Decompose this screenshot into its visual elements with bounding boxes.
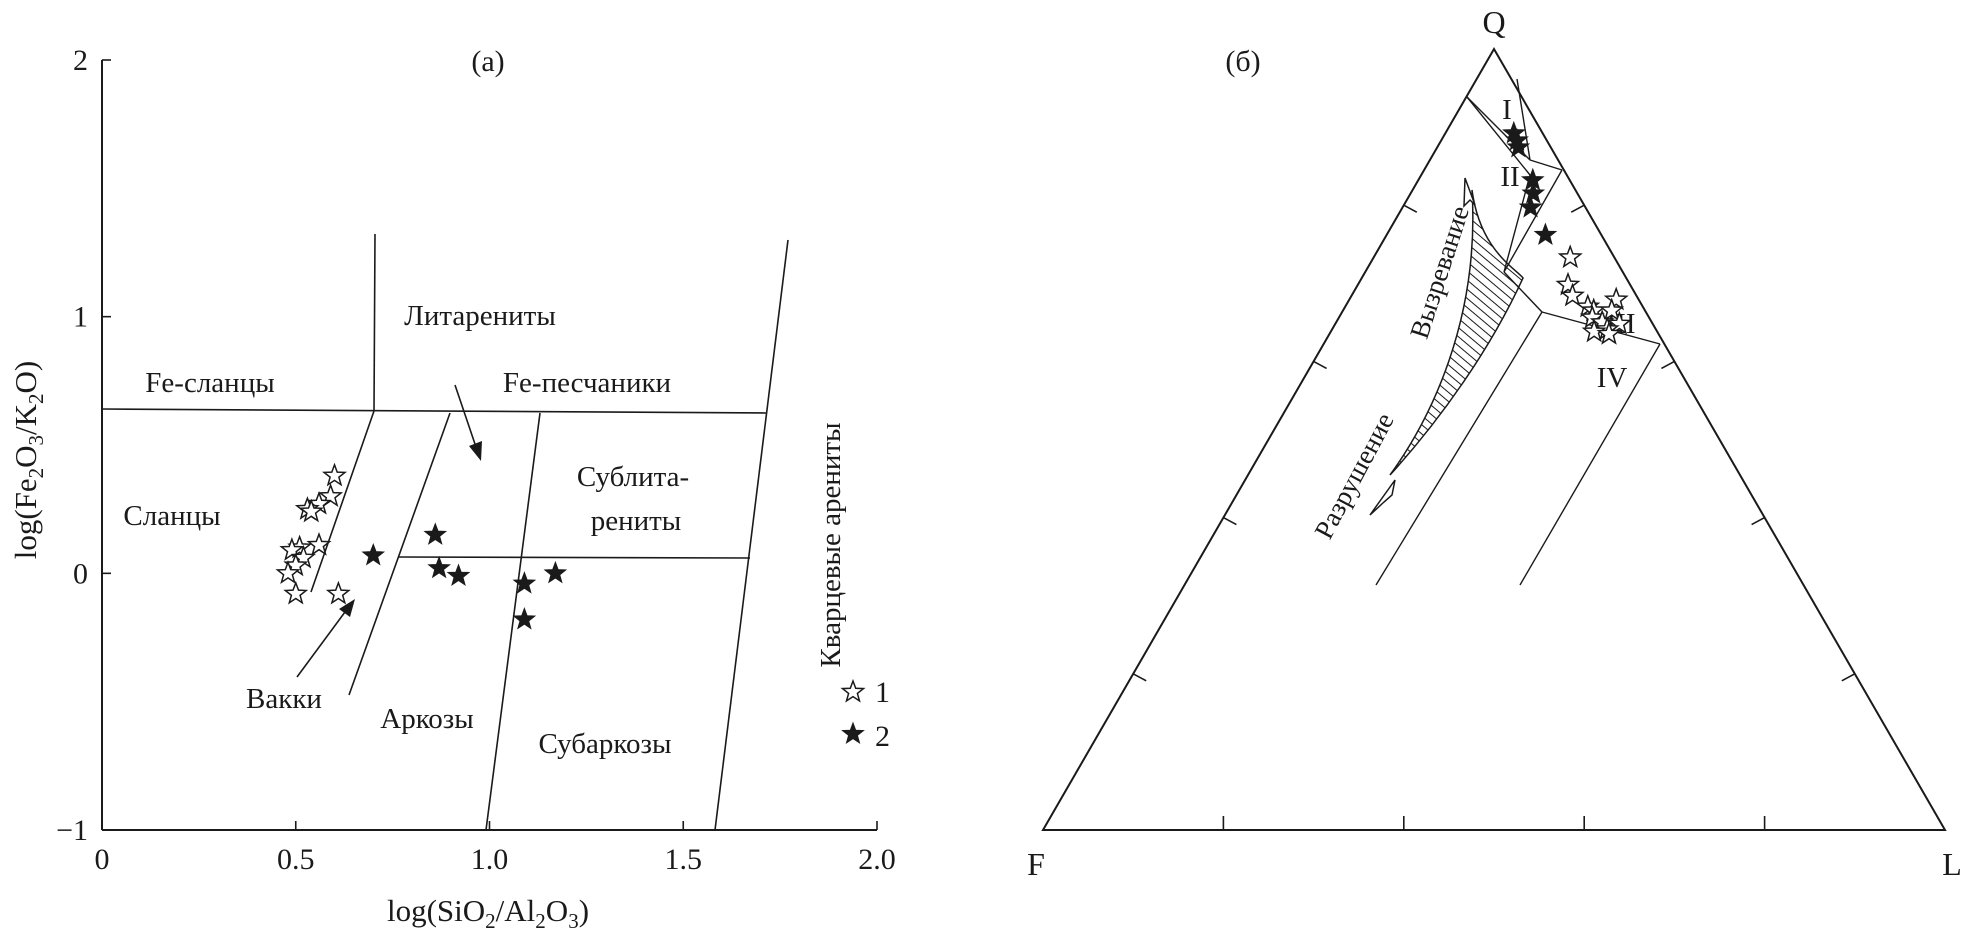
data-point-open-star: [1596, 320, 1622, 345]
data-point-open-star: [279, 537, 305, 561]
panel-b-data-points: [1502, 120, 1632, 345]
data-point-filled-star: [1518, 195, 1543, 218]
y-tick-label: 2: [73, 44, 88, 77]
x-tick-label: 0: [95, 843, 110, 876]
field-label-IV: IV: [1597, 362, 1628, 394]
data-point-open-star: [1555, 271, 1581, 296]
panel-a-x-axis-title: log(SiO2/Al2O3): [387, 893, 589, 933]
data-point-open-star: [321, 462, 348, 487]
legend-marker-filled-star: [841, 721, 865, 745]
arrow-litarenites: [454, 384, 482, 461]
data-point-filled-star: [1506, 134, 1531, 158]
data-point-open-star: [318, 483, 344, 507]
field-label-fe-shales: Fe-сланцы: [145, 367, 274, 399]
legend-marker-open-star: [840, 678, 866, 703]
data-point-open-star: [298, 498, 324, 523]
data-point-open-star: [325, 580, 351, 605]
panel-b-label: (б): [1225, 45, 1260, 78]
x-tick-label: 0.5: [277, 843, 315, 876]
x-tick-label: 1.0: [471, 843, 509, 876]
data-point-open-star: [275, 560, 301, 584]
arrow-wackes: [296, 599, 355, 678]
data-point-filled-star: [512, 607, 537, 630]
ternary-tick: [1313, 360, 1327, 370]
ternary-tick: [1132, 673, 1147, 682]
field-label-fe-sandstones: Fe-песчаники: [503, 367, 671, 399]
legend-marker-open-star: [840, 678, 866, 703]
x-tick-label: 1.5: [665, 843, 703, 876]
field-label-I: I: [1502, 94, 1512, 126]
vertex-label-f: F: [1027, 846, 1045, 882]
data-point-filled-star: [1533, 222, 1558, 245]
y-tick-label: −1: [56, 814, 88, 847]
ternary-tick: [1751, 516, 1765, 526]
ternary-tick: [1841, 673, 1856, 682]
data-point-filled-star: [543, 560, 568, 584]
legend-marker-filled-star: [841, 721, 865, 745]
panel-a-data-points: [275, 462, 568, 630]
vertex-label-l: L: [1942, 846, 1962, 882]
field-label-sublitarenites-2: рениты: [591, 505, 682, 537]
ternary-tick: [1570, 204, 1585, 213]
ternary-tick: [1403, 204, 1418, 213]
ternary-tick: [1661, 360, 1675, 370]
panel-a-field-boundaries: [101, 233, 789, 831]
field-label-litarenites: Литарениты: [404, 300, 556, 332]
data-point-filled-star: [361, 542, 386, 566]
y-tick-label: 1: [73, 301, 88, 334]
field-label-arkoses: Аркозы: [380, 703, 474, 735]
maturation-arrow: [1463, 177, 1476, 208]
data-point-open-star: [1599, 297, 1625, 322]
data-point-open-star: [1557, 244, 1583, 269]
arrow-label-destruction: Разрушение: [1308, 408, 1399, 544]
data-point-open-star: [1579, 304, 1605, 329]
legend-label-1: 1: [875, 676, 890, 709]
ternary-tick: [1223, 516, 1237, 526]
field-label-wackes: Вакки: [246, 683, 322, 715]
panel-a-label: (а): [471, 45, 504, 78]
maturation-band: [1389, 189, 1524, 476]
field-label-shales: Сланцы: [123, 500, 220, 532]
data-point-filled-star: [1521, 181, 1546, 204]
x-tick-label: 2.0: [858, 843, 896, 876]
ternary-ticks: [1132, 204, 1856, 830]
ternary-triangle: [1041, 47, 1947, 831]
vertex-label-q: Q: [1482, 4, 1505, 40]
panel-a-legend: 1 2: [840, 676, 890, 753]
field-label-quartz-arenites: Кварцевые арениты: [815, 422, 847, 667]
data-point-open-star: [1606, 310, 1632, 335]
field-label-II: II: [1500, 161, 1519, 193]
data-point-open-star: [1559, 282, 1585, 307]
data-point-filled-star: [446, 563, 471, 586]
data-point-filled-star: [423, 522, 448, 545]
data-point-open-star: [1581, 318, 1607, 343]
destruction-arrow: [1369, 479, 1396, 516]
panel-a-y-axis-title: log(Fe2O3/K2O): [8, 361, 48, 560]
panel-b-ternary: (б) Q F L Вызревание: [1027, 4, 1962, 882]
data-point-filled-star: [427, 555, 451, 579]
data-point-open-star: [306, 531, 332, 556]
y-tick-label: 0: [73, 557, 88, 590]
field-label-sublitarenites-1: Сублита-: [577, 461, 689, 493]
data-point-open-star: [1603, 286, 1629, 311]
field-label-subarkoses: Субаркозы: [539, 728, 672, 760]
data-point-open-star: [283, 580, 309, 605]
legend-label-2: 2: [875, 720, 890, 753]
data-point-filled-star: [512, 571, 537, 594]
